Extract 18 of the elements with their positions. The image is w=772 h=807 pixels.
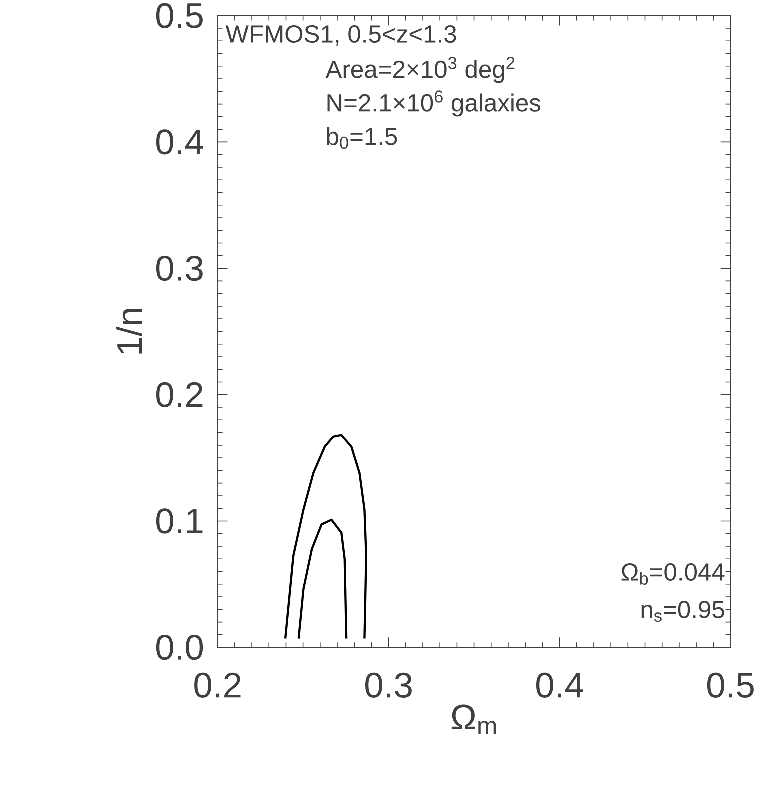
y-axis-title: 1/n — [116, 309, 142, 354]
y-tick-label: 0.2 — [156, 382, 203, 408]
annotation: Ω$_{b}$=0.044 — [622, 564, 725, 585]
x-tick-label: 0.5 — [707, 672, 754, 698]
x-tick-label: 0.4 — [536, 672, 584, 698]
annotation: Area=2×10$^{3}$ deg$^{2}$ — [326, 57, 514, 84]
annotation: N=2.1×10$^{6}$ galaxies — [328, 90, 540, 117]
annotation: WFMOS1, 0.5<z<1.3 — [226, 26, 456, 46]
y-tick-label: 0.4 — [156, 130, 204, 155]
x-tick-label: 0.2 — [194, 672, 241, 698]
y-tick-label: 0.0 — [156, 635, 203, 660]
y-tick-label: 0.5 — [156, 3, 203, 28]
annotation: n$_{s}$=0.95 — [642, 601, 724, 622]
x-tick-label: 0.3 — [365, 672, 412, 698]
y-tick-label: 0.1 — [156, 508, 203, 534]
y-tick-label: 0.3 — [156, 256, 203, 282]
x-axis-title: Ω$_{m}$ — [452, 704, 496, 734]
annotation: b$_{0}$=1.5 — [327, 127, 398, 150]
